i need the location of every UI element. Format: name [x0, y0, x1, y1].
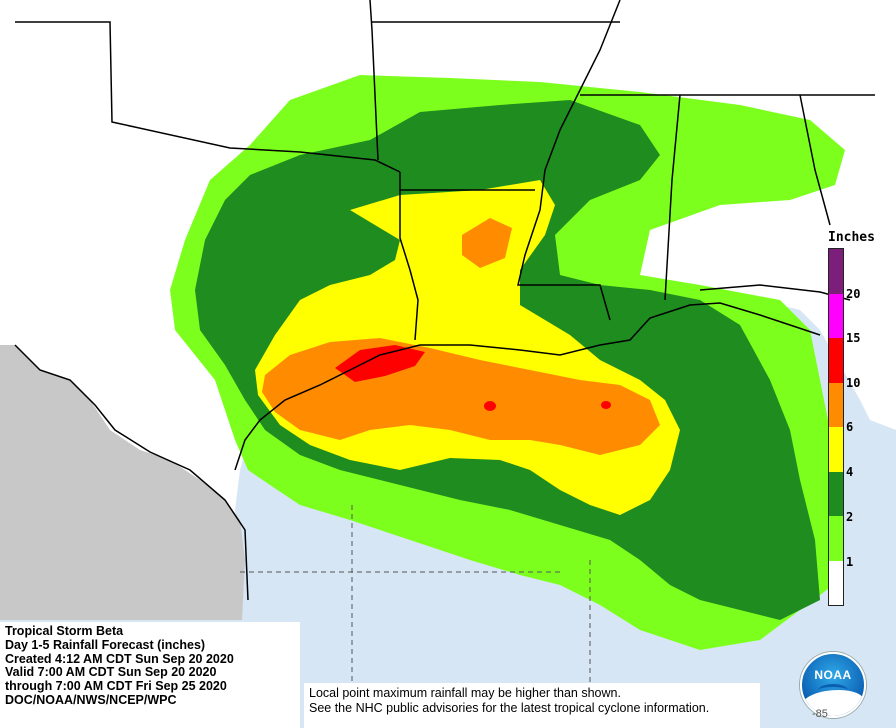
legend-tick-20: 20 [846, 287, 861, 301]
texas-north-boundary [15, 21, 401, 173]
mexico-land [0, 345, 245, 620]
rain-contour-10 [335, 345, 425, 382]
disclaimer-box: Local point maximum rainfall may be high… [304, 683, 760, 728]
forecast-info-box: Tropical Storm Beta Day 1-5 Rainfall For… [0, 622, 300, 728]
issuing-agency: DOC/NOAA/NWS/NCEP/WPC [5, 692, 177, 707]
legend-title: Inches [828, 230, 875, 245]
legend-tick-2: 2 [846, 510, 854, 524]
legend-tick-1: 1 [846, 555, 854, 569]
legend-swatch-20-plus [829, 249, 843, 294]
mississippi-river [517, 0, 621, 321]
legend-tick-15: 15 [846, 331, 861, 345]
storm-name: Tropical Storm Beta [5, 624, 124, 638]
legend-tick-4: 4 [846, 465, 854, 479]
oklahoma-arkansas-line [369, 0, 379, 161]
legend-swatch-6 [829, 382, 843, 427]
noaa-logo: NOAA [800, 652, 866, 718]
mississippi-alabama-border [664, 94, 681, 301]
legend-swatch-15 [829, 293, 843, 338]
texas-mexico-border [14, 344, 249, 601]
alabama-georgia-border [799, 94, 831, 226]
legend-swatch-10 [829, 338, 843, 383]
rainfall-legend: Inches 20 15 10 6 4 2 1 [824, 230, 890, 615]
offshore-grid-lines [240, 505, 591, 690]
valid-end: through 7:00 AM CDT Fri Sep 25 2020 [5, 679, 227, 694]
legend-swatch-0 [829, 560, 843, 605]
legend-color-bar [828, 248, 844, 606]
legend-swatch-2 [829, 471, 843, 516]
created-time: Created 4:12 AM CDT Sun Sep 20 2020 [5, 651, 234, 666]
noaa-bird-icon [818, 684, 848, 697]
legend-swatch-4 [829, 427, 843, 472]
rain-contour-10-offshore-b [601, 401, 611, 409]
legend-swatch-1 [829, 516, 843, 561]
noaa-logo-text: NOAA [814, 668, 852, 682]
texas-louisiana-border [399, 172, 419, 341]
rain-contour-10-offshore-a [484, 401, 496, 411]
valid-start: Valid 7:00 AM CDT Sun Sep 20 2020 [5, 665, 217, 680]
rain-contour-6-inland [462, 218, 512, 268]
disclaimer-line-2: See the NHC public advisories for the la… [309, 701, 710, 715]
disclaimer-line-1: Local point maximum rainfall may be high… [309, 686, 621, 700]
political-boundaries [14, 0, 875, 601]
forecast-period: Day 1-5 Rainfall Forecast (inches) [5, 637, 206, 652]
legend-tick-6: 6 [846, 420, 854, 434]
legend-tick-10: 10 [846, 376, 861, 390]
longitude-label: -85 [812, 708, 828, 720]
gulf-coastline [234, 302, 821, 471]
